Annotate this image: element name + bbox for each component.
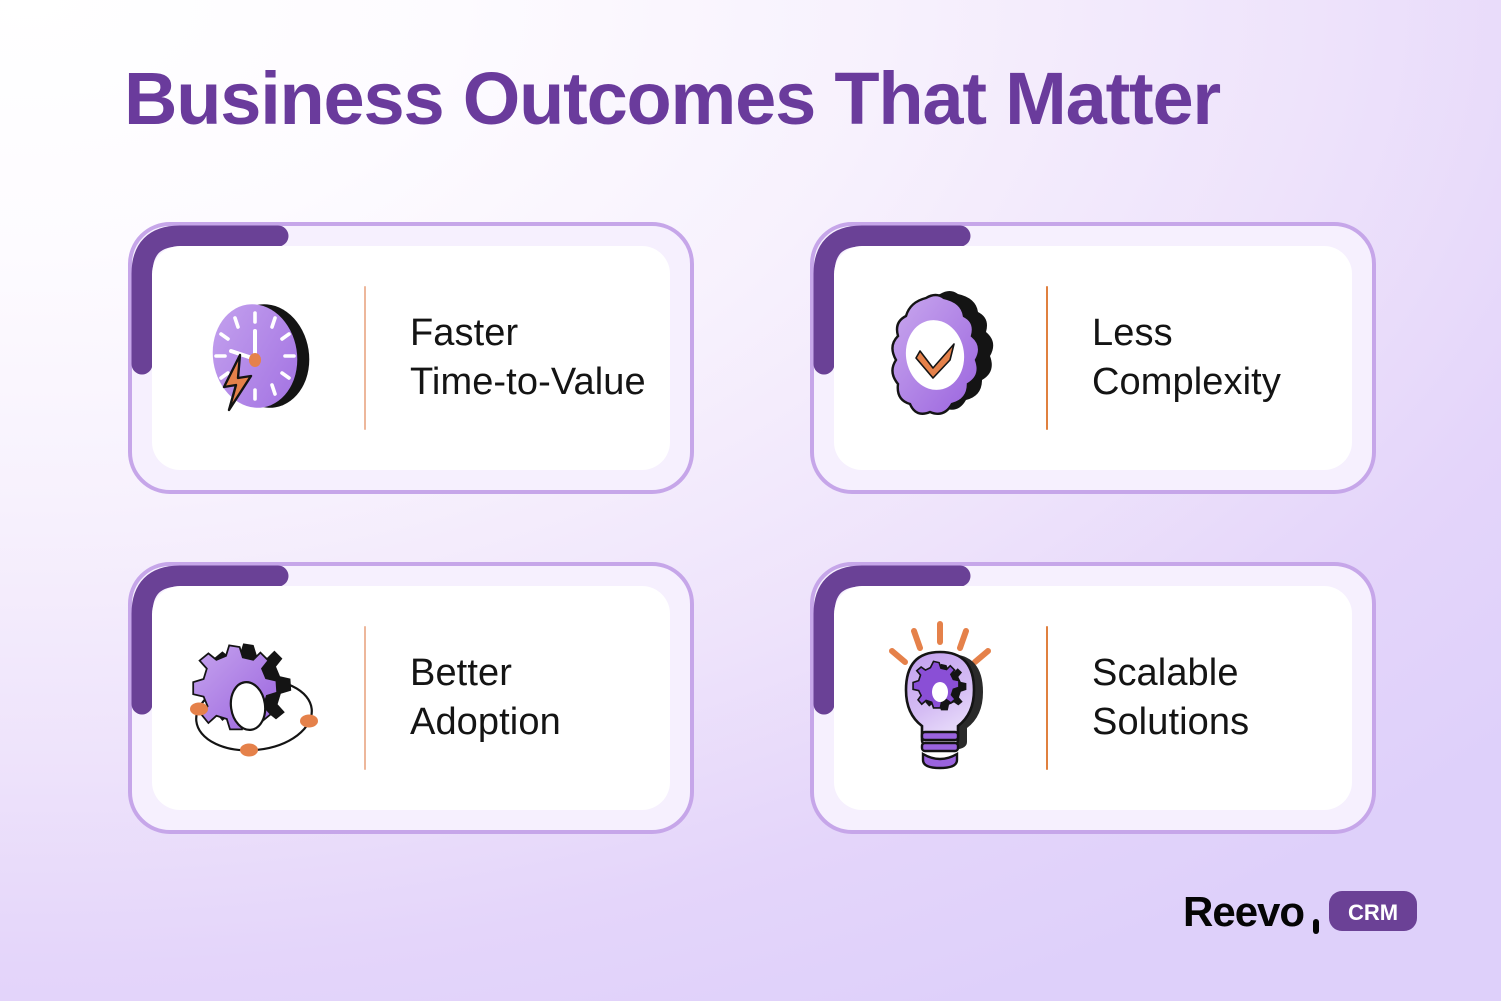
outcome-card-better-adoption[interactable]: Better Adoption — [128, 562, 694, 834]
gear-orbit-icon — [190, 643, 318, 757]
outcome-card-faster-time-to-value[interactable]: Faster Time-to-Value — [128, 222, 694, 494]
card-label: Scalable Solutions — [1092, 652, 1250, 743]
wordmark-o-tail — [1313, 919, 1319, 934]
card-divider — [1046, 286, 1048, 430]
card-label: Less Complexity — [1092, 312, 1281, 403]
badge-check-icon — [891, 291, 994, 415]
illustration-slot — [834, 618, 1046, 778]
outcome-card-grid: Faster Time-to-Value — [128, 222, 1376, 834]
card-divider — [364, 286, 366, 430]
lightbulb-gear-icon — [889, 621, 991, 770]
card-body: Faster Time-to-Value — [152, 246, 670, 470]
outcome-card-scalable-solutions[interactable]: Scalable Solutions — [810, 562, 1376, 834]
reevo-crm-logo[interactable]: CRM Reevo — [1183, 883, 1419, 939]
reevo-wordmark: Reevo — [1183, 888, 1304, 935]
card-divider — [1046, 626, 1048, 770]
card-divider — [364, 626, 366, 770]
clock-bolt-icon — [212, 304, 310, 412]
card-body: Better Adoption — [152, 586, 670, 810]
illustration-slot — [152, 293, 364, 423]
card-body: Less Complexity — [834, 246, 1352, 470]
illustration-slot — [834, 288, 1046, 428]
card-label: Faster Time-to-Value — [410, 312, 646, 403]
crm-badge-label: CRM — [1348, 900, 1398, 925]
card-body: Scalable Solutions — [834, 586, 1352, 810]
illustration-slot — [152, 623, 364, 773]
page-title: Business Outcomes That Matter — [124, 57, 1221, 140]
crm-badge-shape — [1329, 891, 1417, 931]
outcome-card-less-complexity[interactable]: Less Complexity — [810, 222, 1376, 494]
card-label: Better Adoption — [410, 652, 561, 743]
logo-mark: CRM Reevo — [1183, 888, 1417, 935]
